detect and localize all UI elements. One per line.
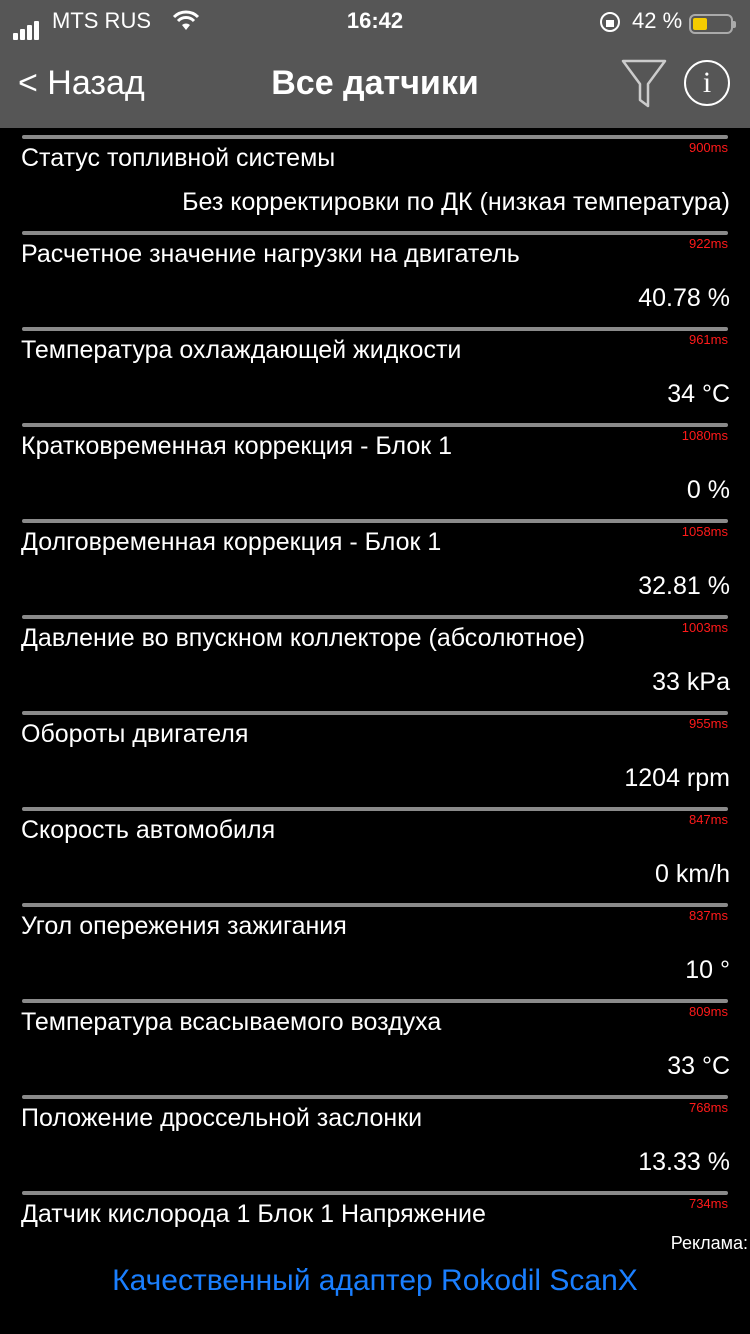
- divider: [22, 1191, 728, 1195]
- divider: [22, 615, 728, 619]
- sensor-name: Кратковременная коррекция - Блок 1: [21, 432, 453, 460]
- sensor-value: 40.78 %: [638, 284, 730, 312]
- divider: [22, 327, 728, 331]
- page-title: Все датчики: [271, 64, 479, 102]
- sensor-value: Без корректировки по ДК (низкая температ…: [182, 188, 730, 216]
- rotation-lock-icon: [600, 12, 620, 32]
- sensor-value: 10 °: [685, 956, 730, 984]
- sensor-name: Статус топливной системы: [21, 144, 336, 172]
- refresh-time: 1003ms: [681, 620, 728, 635]
- nav-header: MTS RUS 16:42 42 % < Назад Все датчики i: [0, 0, 750, 128]
- divider: [22, 903, 728, 907]
- sensor-value: 0 km/h: [654, 860, 730, 888]
- refresh-time: 768ms: [688, 1100, 728, 1115]
- refresh-time: 1058ms: [681, 524, 728, 539]
- refresh-time: 1080ms: [681, 428, 728, 443]
- sensor-row[interactable]: Статус топливной системы 900ms Без корре…: [0, 130, 750, 226]
- refresh-time: 955ms: [688, 716, 728, 731]
- sensor-row[interactable]: Температура охлаждающей жидкости 961ms 3…: [0, 322, 750, 418]
- divider: [22, 807, 728, 811]
- sensor-name: Датчик кислорода 1 Блок 1 Напряжение: [21, 1200, 486, 1228]
- refresh-time: 734ms: [688, 1196, 728, 1211]
- sensor-row[interactable]: Положение дроссельной заслонки 768ms 13.…: [0, 1090, 750, 1186]
- sensor-name: Температура всасываемого воздуха: [21, 1008, 442, 1036]
- refresh-time: 900ms: [688, 140, 728, 155]
- ad-link[interactable]: Качественный адаптер Rokodil ScanX: [112, 1264, 638, 1297]
- sensor-row[interactable]: Скорость автомобиля 847ms 0 km/h: [0, 802, 750, 898]
- filter-icon[interactable]: [620, 58, 668, 108]
- divider: [22, 231, 728, 235]
- sensor-row[interactable]: Температура всасываемого воздуха 809ms 3…: [0, 994, 750, 1090]
- back-button[interactable]: < Назад: [18, 64, 145, 102]
- sensor-name: Температура охлаждающей жидкости: [21, 336, 462, 364]
- sensor-name: Давление во впускном коллекторе (абсолют…: [21, 624, 586, 652]
- sensor-row[interactable]: Давление во впускном коллекторе (абсолют…: [0, 610, 750, 706]
- sensor-name: Расчетное значение нагрузки на двигатель: [21, 240, 520, 268]
- refresh-time: 961ms: [688, 332, 728, 347]
- sensor-row[interactable]: Датчик кислорода 1 Блок 1 Напряжение 734…: [0, 1186, 750, 1282]
- sensor-row[interactable]: Угол опережения зажигания 837ms 10 °: [0, 898, 750, 994]
- divider: [22, 135, 728, 139]
- sensor-row[interactable]: Долговременная коррекция - Блок 1 1058ms…: [0, 514, 750, 610]
- refresh-time: 809ms: [688, 1004, 728, 1019]
- sensor-row[interactable]: Расчетное значение нагрузки на двигатель…: [0, 226, 750, 322]
- refresh-time: 837ms: [688, 908, 728, 923]
- ad-label: Реклама:: [670, 1233, 748, 1253]
- sensor-value: 33 °C: [667, 1052, 730, 1080]
- divider: [22, 711, 728, 715]
- info-icon[interactable]: i: [684, 60, 730, 106]
- sensor-value: 32.81 %: [638, 572, 730, 600]
- divider: [22, 519, 728, 523]
- sensor-value: 33 kPa: [652, 668, 730, 696]
- divider: [22, 423, 728, 427]
- refresh-time: 847ms: [688, 812, 728, 827]
- signal-icon: [13, 14, 41, 40]
- sensor-value: 0 %: [686, 476, 730, 504]
- sensor-value: 34 °C: [667, 380, 730, 408]
- status-bar: MTS RUS 16:42 42 %: [0, 6, 750, 40]
- divider: [22, 1095, 728, 1099]
- sensor-name: Положение дроссельной заслонки: [21, 1104, 423, 1132]
- wifi-icon: [172, 10, 200, 30]
- sensor-name: Угол опережения зажигания: [21, 912, 347, 940]
- refresh-time: 922ms: [688, 236, 728, 251]
- sensor-name: Обороты двигателя: [21, 720, 249, 748]
- sensor-name: Скорость автомобиля: [21, 816, 276, 844]
- battery-icon: [689, 14, 736, 34]
- sensor-name: Долговременная коррекция - Блок 1: [21, 528, 442, 556]
- clock: 16:42: [346, 8, 404, 33]
- battery-percent: 42 %: [632, 8, 683, 33]
- divider: [22, 999, 728, 1003]
- sensor-row[interactable]: Обороты двигателя 955ms 1204 rpm: [0, 706, 750, 802]
- sensor-value: 13.33 %: [638, 1148, 730, 1176]
- sensor-value: 1204 rpm: [624, 764, 730, 792]
- carrier: MTS RUS: [52, 8, 151, 33]
- sensor-row[interactable]: Кратковременная коррекция - Блок 1 1080m…: [0, 418, 750, 514]
